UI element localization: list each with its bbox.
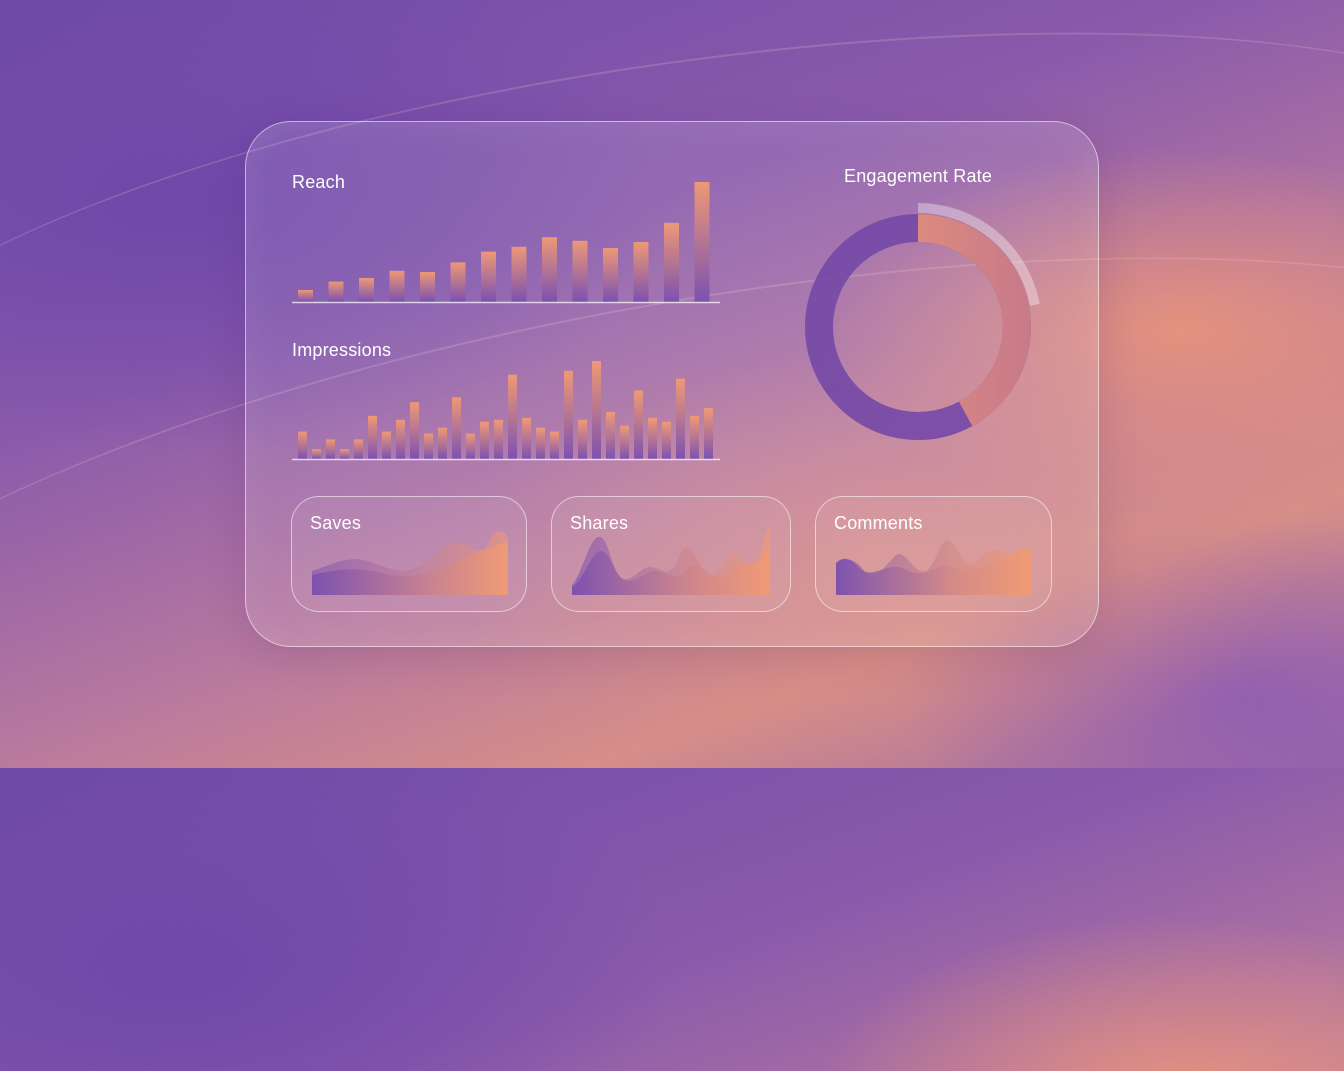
shares-area-chart <box>572 525 770 595</box>
impressions-bar <box>438 427 447 459</box>
saves-area-chart <box>312 531 508 595</box>
reach-bar <box>389 270 405 302</box>
impressions-bar <box>620 425 629 459</box>
impressions-bar <box>550 431 559 459</box>
reach-bar <box>572 240 588 302</box>
impressions-bar <box>396 419 405 459</box>
engagement-rate-title: Engagement Rate <box>844 166 993 186</box>
comments-area-front <box>836 550 1032 595</box>
reach-bar <box>420 272 435 302</box>
impressions-bar <box>368 415 377 459</box>
donut-outer-arc <box>794 203 1042 451</box>
reach-bar <box>694 182 710 302</box>
reach-bar <box>298 290 313 302</box>
reach-bar-chart <box>292 182 720 304</box>
reach-bar <box>481 251 496 302</box>
reach-bar <box>450 262 466 302</box>
impressions-bar <box>298 431 307 459</box>
impressions-bar <box>592 361 601 459</box>
impressions-bar <box>648 417 657 459</box>
impressions-bar <box>676 378 685 459</box>
impressions-bar <box>634 390 643 459</box>
impressions-bar <box>410 402 419 459</box>
impressions-bar <box>354 439 363 459</box>
reach-bar <box>603 248 618 302</box>
reach-bar <box>511 246 527 302</box>
impressions-title: Impressions <box>292 340 392 360</box>
impressions-bar <box>606 411 615 459</box>
reach-title: Reach <box>292 172 346 192</box>
impressions-bar <box>382 431 391 459</box>
shares-title: Shares <box>570 513 629 533</box>
impressions-bar-chart <box>292 361 720 461</box>
saves-title: Saves <box>310 513 362 533</box>
impressions-bar <box>564 370 573 459</box>
shares-card[interactable]: Shares <box>551 496 791 612</box>
reach-bar <box>328 281 344 302</box>
shares-area-front <box>572 547 770 595</box>
impressions-bar <box>340 449 349 459</box>
impressions-bar <box>452 397 461 459</box>
impressions-bar <box>466 433 475 459</box>
impressions-bar <box>494 419 503 459</box>
impressions-bar <box>326 439 335 459</box>
reach-bar <box>542 237 557 302</box>
impressions-bar <box>508 374 517 459</box>
impressions-bar <box>704 408 713 459</box>
impressions-bar <box>424 433 433 459</box>
impressions-bar <box>312 449 321 459</box>
reach-bar <box>664 222 679 302</box>
saves-area-front <box>312 542 508 595</box>
impressions-bar <box>480 421 489 459</box>
engagement-rate-donut <box>794 203 1042 451</box>
impressions-bar <box>662 421 671 459</box>
impressions-bar <box>522 417 531 459</box>
comments-area-chart <box>836 540 1032 595</box>
impressions-bar <box>578 419 587 459</box>
donut-value-arc <box>805 214 1031 440</box>
reach-bar <box>633 242 649 302</box>
impressions-bar <box>536 427 545 459</box>
comments-card[interactable]: Comments <box>815 496 1052 612</box>
impressions-bar <box>690 415 699 459</box>
reach-bar <box>359 278 374 302</box>
comments-title: Comments <box>834 513 923 533</box>
saves-card[interactable]: Saves <box>291 496 527 612</box>
